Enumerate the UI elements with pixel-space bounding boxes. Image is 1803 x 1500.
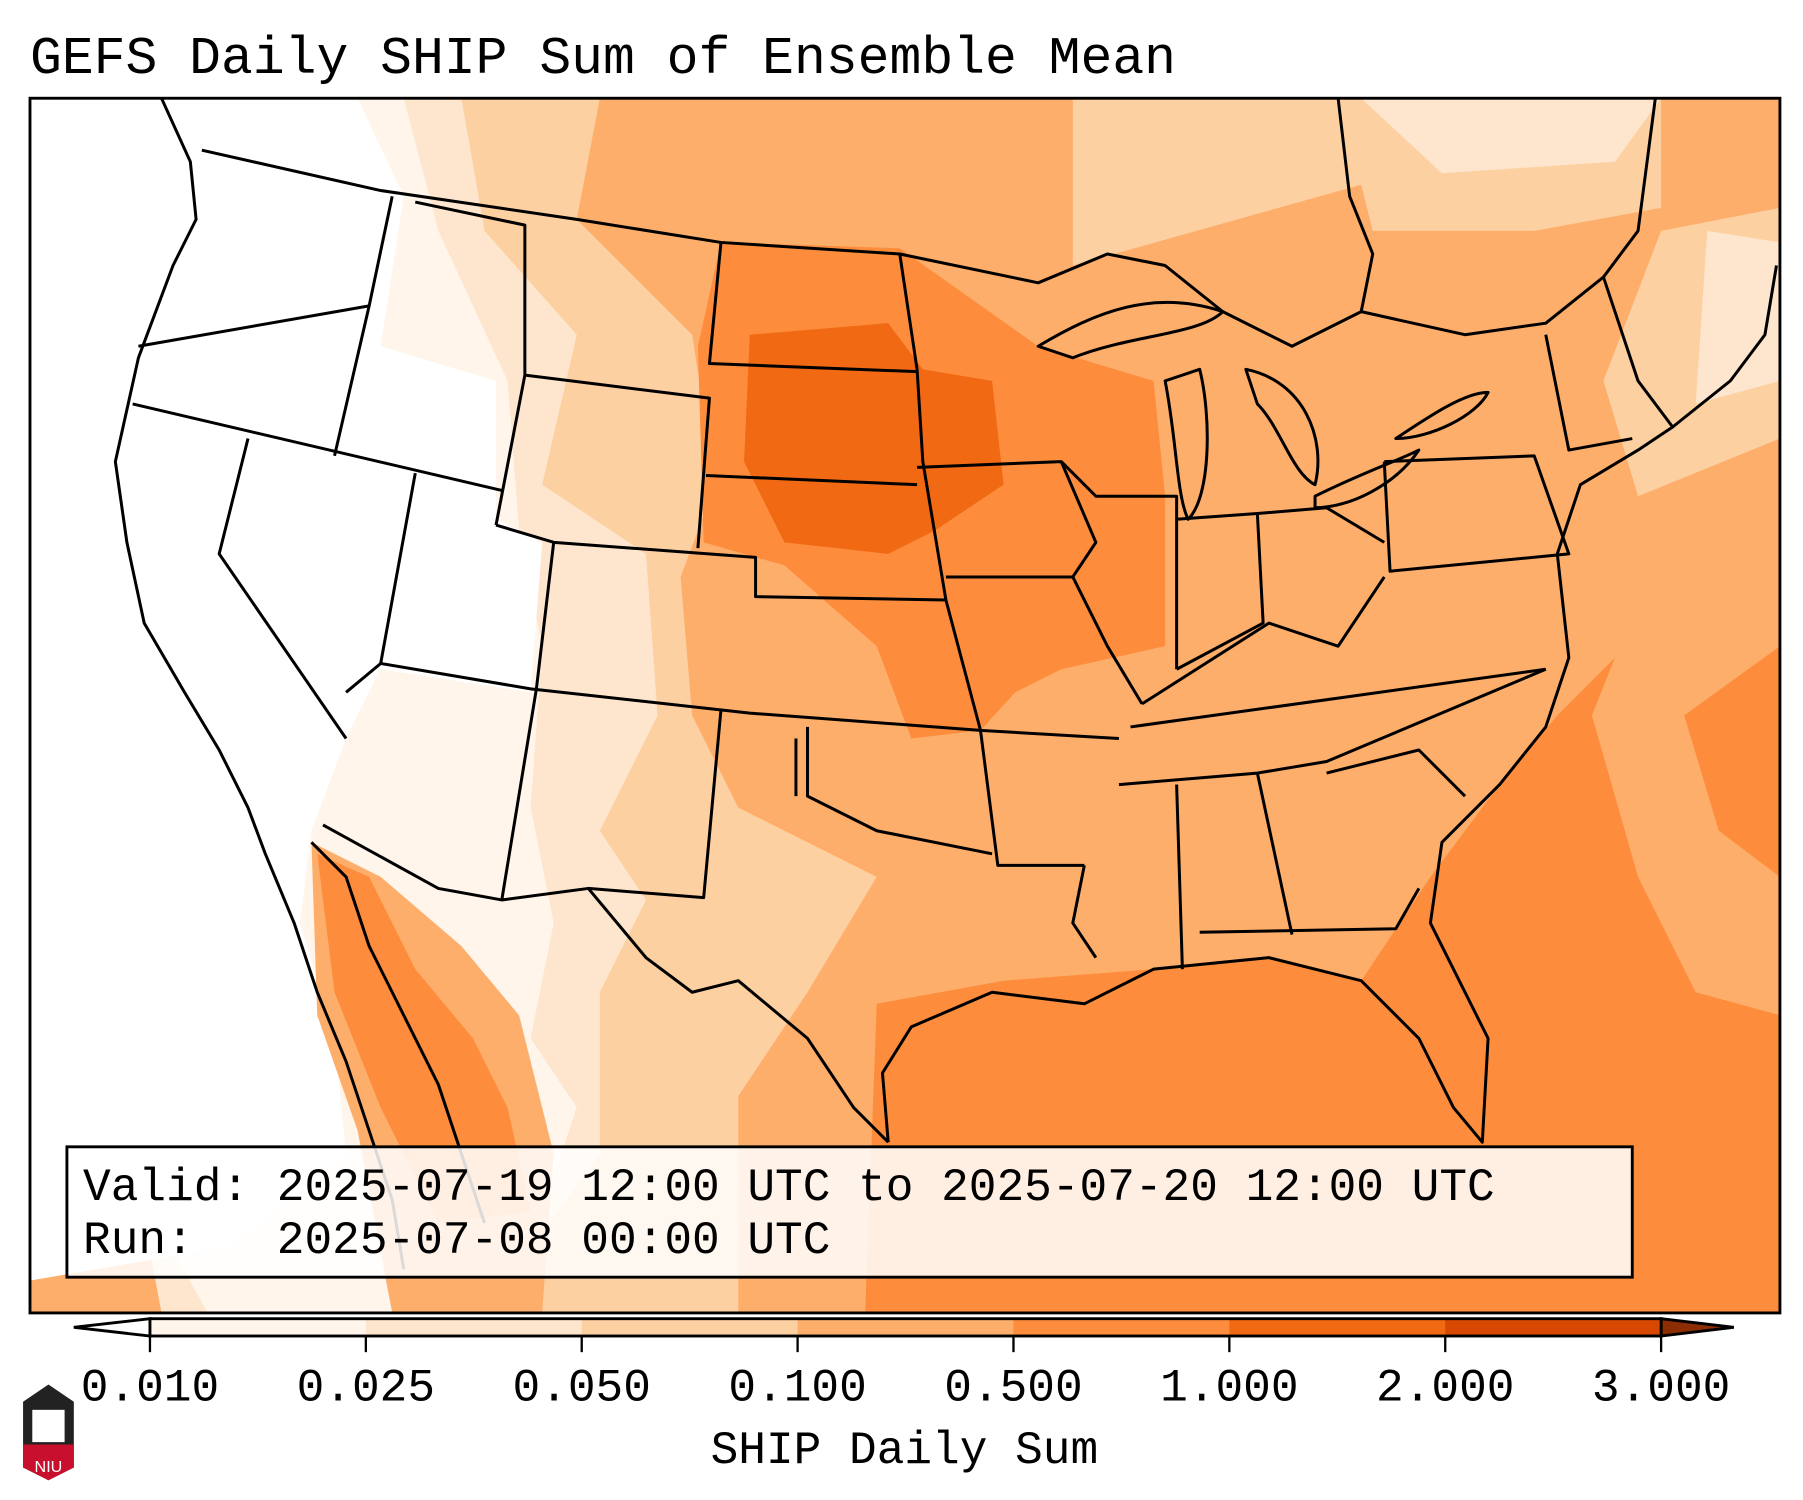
colorbar-segment: [1445, 1318, 1662, 1337]
shading-0.1-0.5-atlantic: [1591, 450, 1780, 1016]
colorbar-tick-label: 0.025: [297, 1363, 435, 1415]
run-time: Run: 2025-07-08 00:00 UTC: [83, 1215, 830, 1267]
map-frame: [28, 96, 1782, 1315]
colorbar-tick-label: 0.100: [728, 1363, 866, 1415]
colorbar-label: SHIP Daily Sum: [711, 1425, 1099, 1477]
shading-0.025-0.05-east: [1695, 230, 1780, 404]
colorbar-segment: [581, 1318, 799, 1337]
shading-below-0.01: [29, 98, 543, 1281]
shading-0.5-1-atlantic-inner: [1684, 646, 1780, 877]
colorbar-under-arrow: [73, 1317, 152, 1338]
shading-1-2-plains: [744, 323, 1004, 554]
map: [29, 98, 1780, 1313]
shading-0.5-1-ocean: [865, 600, 1780, 1313]
colorbar-tick-label: 0.500: [944, 1363, 1082, 1415]
colorbar-segment: [149, 1318, 367, 1337]
logo-text: NIU: [35, 1458, 63, 1476]
info-box: Valid: 2025-07-19 12:00 UTC to 2025-07-2…: [65, 1145, 1634, 1279]
colorbar-segment: [365, 1318, 583, 1337]
colorbar-tick-label: 3.000: [1592, 1363, 1730, 1415]
colorbar-segment: [1013, 1318, 1230, 1337]
colorbar-tick-label: 2.000: [1376, 1363, 1514, 1415]
colorbar: 0.010 0.025 0.050 0.100 0.500 1.000 2.000 3.000: [73, 1317, 1734, 1415]
colorbar-segment: [797, 1318, 1015, 1337]
valid-time: Valid: 2025-07-19 12:00 UTC to 2025-07-2…: [83, 1162, 1495, 1214]
colorbar-outline: [148, 1317, 1663, 1338]
niu-logo: NIU: [23, 1384, 74, 1481]
figure-title: GEFS Daily SHIP Sum of Ensemble Mean: [30, 29, 1176, 89]
coastlines-and-borders: [113, 98, 1778, 1270]
colorbar-tick-label: 1.000: [1160, 1363, 1298, 1415]
colorbar-segment: [1229, 1318, 1446, 1337]
colorbar-tick-label: 0.050: [513, 1363, 651, 1415]
colorbar-tick-label: 0.010: [81, 1363, 219, 1415]
colorbar-over-arrow: [1659, 1317, 1734, 1338]
shading-0.025-0.05: [1361, 98, 1662, 174]
